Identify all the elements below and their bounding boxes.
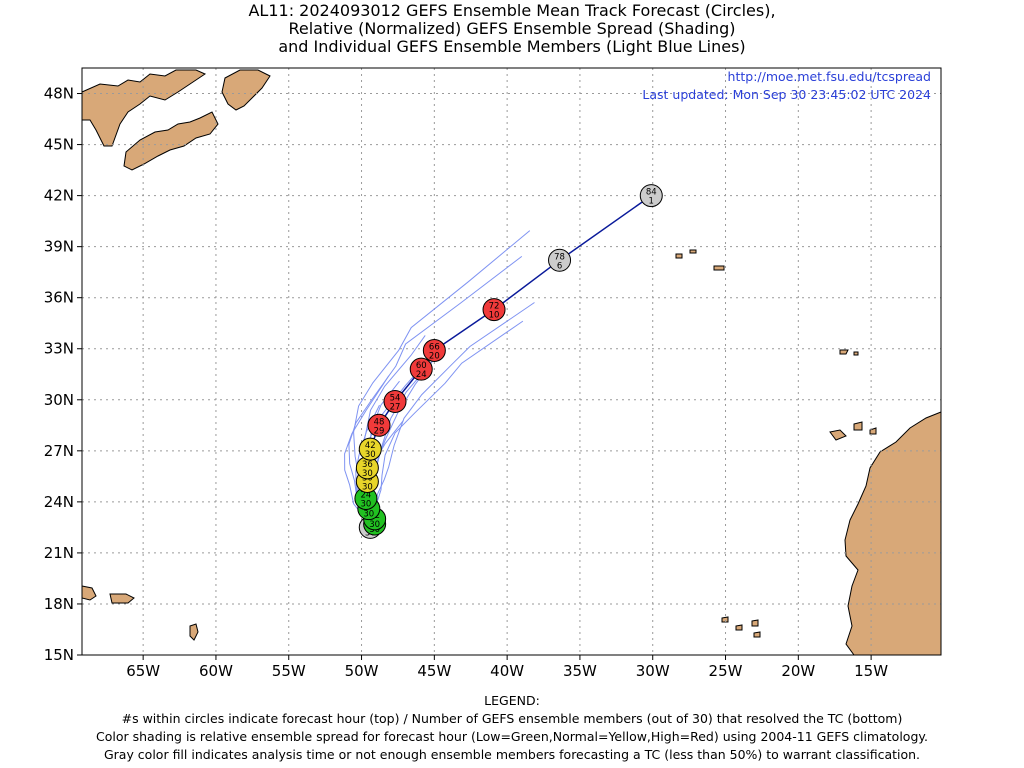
member-count-label: 24 — [416, 370, 427, 380]
ocean-area — [82, 68, 941, 655]
lat-tick-label: 24N — [44, 493, 74, 511]
lon-tick-label: 45W — [417, 662, 451, 680]
title-line-2: Relative (Normalized) GEFS Ensemble Spre… — [288, 19, 736, 38]
lon-tick-label: 20W — [781, 662, 815, 680]
lat-tick-label: 33N — [44, 340, 74, 358]
member-count-label: 30 — [362, 482, 373, 492]
forecast-circle — [639, 184, 663, 208]
lon-tick-label: 55W — [272, 662, 306, 680]
lon-tick-label: 25W — [709, 662, 743, 680]
member-count-label: 27 — [390, 402, 401, 412]
forecast-circle — [409, 357, 433, 381]
legend-line-2: Color shading is relative ensemble sprea… — [96, 729, 928, 744]
forecast-hour-label: 84 — [646, 188, 657, 198]
azores-islands — [675, 249, 725, 271]
forecast-circle — [358, 437, 382, 461]
lat-tick-label: 48N — [44, 85, 74, 103]
forecast-circle — [367, 413, 391, 437]
lat-tick-label: 18N — [44, 595, 74, 613]
lesser-antilles — [189, 623, 199, 641]
member-count-label: 20 — [429, 351, 440, 361]
member-count-label: 30 — [363, 510, 374, 520]
forecast-hour-label: 48 — [374, 417, 385, 427]
forecast-circle — [548, 248, 572, 272]
member-count-label: 29 — [374, 426, 385, 436]
lon-tick-label: 50W — [345, 662, 379, 680]
lon-tick-label: 15W — [854, 662, 888, 680]
forecast-circle — [482, 298, 506, 322]
lon-tick-label: 30W — [636, 662, 670, 680]
cape-verde-islands — [721, 616, 761, 638]
puerto-rico-landmass — [109, 593, 135, 604]
lat-lon-grid — [82, 68, 941, 655]
title-line-3: and Individual GEFS Ensemble Members (Li… — [278, 37, 746, 56]
member-count-label: 30 — [365, 450, 376, 460]
member-count-label: 30 — [362, 469, 373, 479]
lat-tick-label: 39N — [44, 238, 74, 256]
member-count-label: 10 — [489, 311, 500, 321]
axis-labels: 65W 60W 55W 50W 45W 40W 35W 30W 25W 20W 15W 48N 45N 4… — [44, 85, 889, 680]
forecast-hour-label: 60 — [416, 361, 427, 371]
map-frame — [81, 67, 942, 656]
title-line-1: AL11: 2024093012 GEFS Ensemble Mean Trac… — [248, 1, 776, 20]
lat-tick-label: 30N — [44, 391, 74, 409]
legend-line-3: Gray color fill indicates analysis time … — [103, 747, 921, 762]
land-masses — [81, 69, 942, 656]
member-count-label: 30 — [369, 520, 380, 530]
lon-tick-label: 65W — [126, 662, 160, 680]
africa-landmass — [844, 411, 942, 656]
lon-tick-label: 60W — [199, 662, 233, 680]
last-updated: Last updated: Mon Sep 30 23:45:02 UTC 20… — [642, 87, 931, 102]
lat-tick-label: 36N — [44, 289, 74, 307]
lon-tick-label: 35W — [563, 662, 597, 680]
newfoundland-island — [221, 69, 271, 111]
forecast-hour-label: 66 — [429, 342, 440, 352]
lon-tick-label: 40W — [490, 662, 524, 680]
newfoundland-landmass — [81, 69, 207, 147]
forecast-hour-label: 24 — [360, 490, 371, 500]
forecast-point: 841 — [639, 184, 663, 208]
forecast-point: 786 — [548, 248, 572, 272]
lat-tick-label: 21N — [44, 544, 74, 562]
member-count-label: 6 — [557, 261, 562, 271]
forecast-hour-label: 42 — [365, 441, 376, 451]
forecast-points: 0306301230183024303030363042304829542760… — [354, 184, 663, 539]
source-url[interactable]: http://moe.met.fsu.edu/tcspread — [727, 69, 931, 84]
member-count-label: 1 — [649, 197, 654, 207]
forecast-hour-label: 78 — [554, 252, 565, 262]
madeira-islands — [839, 349, 859, 356]
legend-heading: LEGEND: — [484, 693, 540, 708]
lat-tick-label: 27N — [44, 442, 74, 460]
forecast-hour-label: 54 — [390, 393, 401, 403]
legend-line-1: #s within circles indicate forecast hour… — [121, 711, 903, 726]
lat-tick-label: 45N — [44, 136, 74, 154]
canary-islands — [829, 421, 877, 441]
forecast-circle — [383, 389, 407, 413]
forecast-hour-label: 36 — [362, 460, 373, 470]
forecast-circle — [422, 338, 446, 362]
forecast-hour-label: 72 — [489, 302, 500, 312]
lat-tick-label: 42N — [44, 187, 74, 205]
member-count-label: 30 — [360, 499, 371, 509]
lat-tick-label: 15N — [44, 646, 74, 664]
nova-scotia-landmass — [123, 111, 219, 171]
